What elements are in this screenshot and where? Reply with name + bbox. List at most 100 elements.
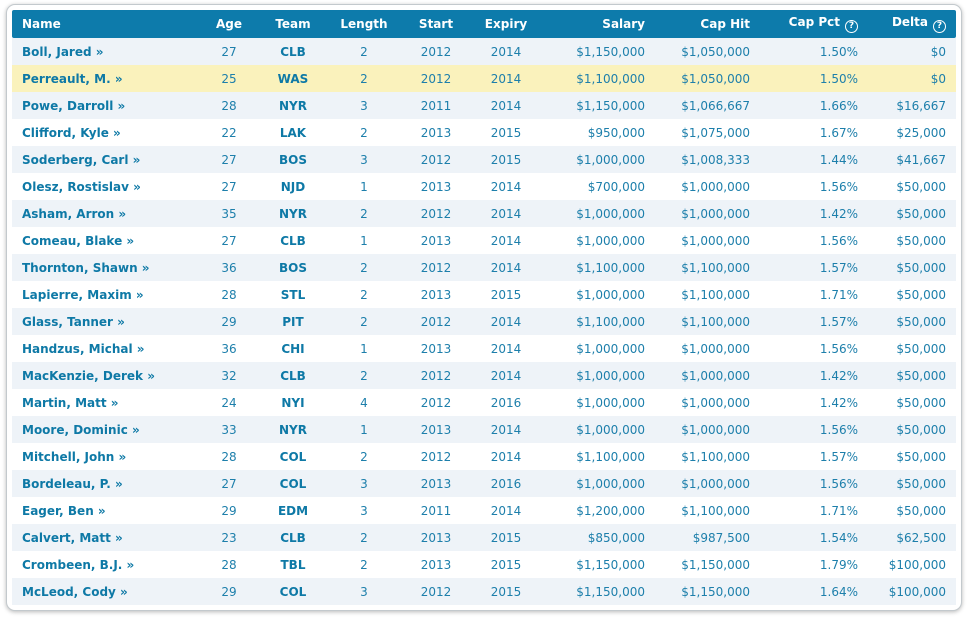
table-row: McLeod, Cody » 29 COL 3 2012 2015 $1,150,000 $1… [12, 578, 956, 605]
cell-age: 28 [221, 287, 237, 302]
cell-age: 27 [221, 179, 237, 194]
cell-expiry: 2016 [490, 476, 522, 491]
cell-length: 3 [360, 152, 368, 167]
cell-age: 28 [221, 449, 237, 464]
player-link[interactable]: Mitchell, John » [22, 449, 127, 464]
cell-team: NYR [279, 98, 307, 113]
column-header-name: Name [12, 10, 200, 38]
cell-start: 2012 [420, 44, 452, 59]
player-link[interactable]: Asham, Arron » [22, 206, 127, 221]
cell-cap_pct: 1.56% [819, 179, 858, 194]
cell-team: NJD [280, 179, 306, 194]
cell-cap_pct: 1.56% [819, 476, 858, 491]
column-header-label: Start [418, 17, 454, 31]
cell-cap_hit: $1,100,000 [681, 287, 750, 302]
cell-name: Boll, Jared » [12, 38, 200, 65]
cell-age: 22 [221, 125, 237, 140]
player-link[interactable]: Handzus, Michal » [22, 341, 145, 356]
cell-start: 2013 [420, 530, 452, 545]
cell-team: STL [280, 287, 306, 302]
player-link[interactable]: Bordeleau, P. » [22, 476, 123, 491]
player-link[interactable]: Clifford, Kyle » [22, 125, 121, 140]
cell-delta: $62,500 [896, 530, 946, 545]
cell-start: 2013 [420, 476, 452, 491]
cell-start: 2013 [420, 125, 452, 140]
cell-name: Olesz, Rostislav » [12, 173, 200, 200]
cell-cap_pct: 1.50% [819, 44, 858, 59]
cell-expiry: 2015 [490, 152, 522, 167]
player-link[interactable]: Powe, Darroll » [22, 98, 126, 113]
cell-age: 23 [221, 530, 237, 545]
cell-team: TBL [280, 557, 306, 572]
cell-length: 3 [360, 503, 368, 518]
player-link[interactable]: Soderberg, Carl » [22, 152, 141, 167]
player-link[interactable]: Olesz, Rostislav » [22, 179, 141, 194]
player-link[interactable]: Boll, Jared » [22, 44, 104, 59]
player-link[interactable]: Moore, Dominic » [22, 422, 140, 437]
cell-cap_hit: $1,100,000 [681, 260, 750, 275]
table-row: Glass, Tanner » 29 PIT 2 2012 2014 $1,100,000 $… [12, 308, 956, 335]
cell-name: Lapierre, Maxim » [12, 281, 200, 308]
cell-length: 1 [360, 179, 368, 194]
player-link[interactable]: McLeod, Cody » [22, 584, 128, 599]
cell-age: 27 [221, 476, 237, 491]
cell-age: 32 [221, 368, 237, 383]
cell-delta: $50,000 [896, 395, 946, 410]
cell-age: 33 [221, 422, 237, 437]
cell-expiry: 2015 [490, 125, 522, 140]
cell-length: 2 [360, 287, 368, 302]
cell-cap_pct: 1.57% [819, 449, 858, 464]
column-header-team: Team [258, 10, 328, 38]
cell-cap_hit: $1,000,000 [681, 395, 750, 410]
cell-salary: $1,000,000 [576, 368, 645, 383]
cell-cap_pct: 1.56% [819, 233, 858, 248]
cell-name: Powe, Darroll » [12, 92, 200, 119]
cell-team: CLB [280, 368, 306, 383]
cell-team: NYI [281, 395, 305, 410]
player-link[interactable]: MacKenzie, Derek » [22, 368, 155, 383]
cell-name: Moore, Dominic » [12, 416, 200, 443]
cell-expiry: 2014 [490, 368, 522, 383]
player-link[interactable]: Thornton, Shawn » [22, 260, 150, 275]
column-header-label: Age [215, 17, 242, 31]
cell-name: Calvert, Matt » [12, 524, 200, 551]
cell-cap_pct: 1.79% [819, 557, 858, 572]
cell-start: 2011 [420, 503, 452, 518]
player-link[interactable]: Martin, Matt » [22, 395, 119, 410]
player-link[interactable]: Perreault, M. » [22, 71, 123, 86]
cell-length: 2 [360, 557, 368, 572]
cell-length: 2 [360, 530, 368, 545]
cell-expiry: 2014 [490, 260, 522, 275]
cell-team: CLB [280, 233, 306, 248]
player-link[interactable]: Calvert, Matt » [22, 530, 123, 545]
help-icon[interactable]: ? [845, 20, 858, 33]
cell-salary: $1,000,000 [576, 287, 645, 302]
table-row: Clifford, Kyle » 22 LAK 2 2013 2015 $950,000 $1… [12, 119, 956, 146]
cell-age: 36 [221, 341, 237, 356]
cell-delta: $50,000 [896, 314, 946, 329]
player-link[interactable]: Glass, Tanner » [22, 314, 125, 329]
cell-salary: $950,000 [587, 125, 645, 140]
cell-name: Eager, Ben » [12, 497, 200, 524]
cell-salary: $850,000 [587, 530, 645, 545]
cell-age: 27 [221, 152, 237, 167]
cell-cap_hit: $1,050,000 [681, 44, 750, 59]
cell-age: 29 [221, 584, 237, 599]
cell-salary: $1,000,000 [576, 395, 645, 410]
cell-team: LAK [279, 125, 307, 140]
help-icon[interactable]: ? [933, 20, 946, 33]
cell-start: 2012 [420, 152, 452, 167]
cell-cap_pct: 1.54% [819, 530, 858, 545]
player-link[interactable]: Crombeen, B.J. » [22, 557, 135, 572]
table-row: MacKenzie, Derek » 32 CLB 2 2012 2014 $1,000,0… [12, 362, 956, 389]
player-link[interactable]: Comeau, Blake » [22, 233, 135, 248]
cell-cap_pct: 1.57% [819, 314, 858, 329]
cell-start: 2012 [420, 206, 452, 221]
player-link[interactable]: Lapierre, Maxim » [22, 287, 144, 302]
cell-delta: $50,000 [896, 341, 946, 356]
cell-age: 29 [221, 503, 237, 518]
column-header-cap_hit: Cap Hit [655, 10, 760, 38]
cell-cap_hit: $1,000,000 [681, 422, 750, 437]
cell-salary: $1,000,000 [576, 152, 645, 167]
player-link[interactable]: Eager, Ben » [22, 503, 106, 518]
